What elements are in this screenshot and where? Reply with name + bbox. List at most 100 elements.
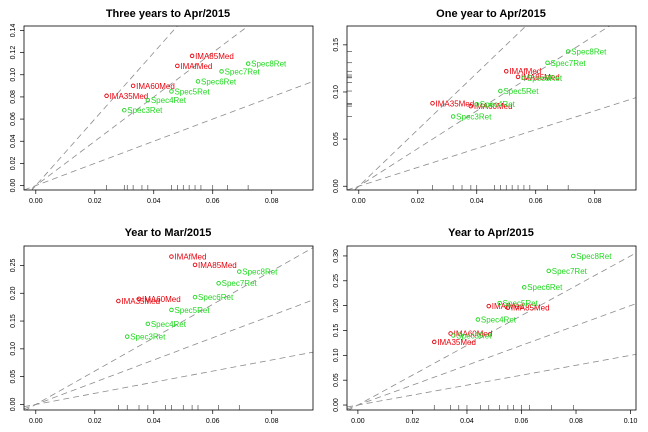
point-label: Spec8Ret (576, 252, 612, 261)
point-label: IMAfMed (492, 302, 524, 311)
point-label: Spec7Ret (222, 279, 258, 288)
y-tick-label: 0.20 (333, 299, 340, 313)
point-label: IMA60Med (474, 102, 513, 111)
x-tick-label: 0.10 (624, 418, 638, 425)
data-point (169, 254, 174, 259)
point-label: Spec4Ret (481, 316, 517, 325)
data-point (237, 269, 242, 274)
reference-line (25, 247, 313, 410)
data-point (450, 114, 456, 119)
reference-line (24, 351, 313, 408)
point-label: Spec8Ret (242, 268, 278, 277)
point-label: Spec5Ret (503, 299, 539, 308)
x-tick-label: 0.02 (88, 198, 102, 205)
chart-title: Three years to Apr/2015 (106, 8, 230, 20)
y-tick-label: 0.25 (10, 259, 17, 273)
y-tick-label: 0.10 (10, 342, 17, 356)
y-tick-label: 0.00 (10, 179, 17, 193)
point-label: Spec4Ret (480, 100, 516, 109)
chart-panel: Year to Mar/2015 0.00 0.02 0.04 0.06 0.08 0.00… (10, 227, 314, 425)
plot-frame (346, 245, 637, 411)
data-point (451, 333, 456, 338)
plot-frame (23, 25, 314, 191)
point-label: IMA35Med (110, 92, 149, 101)
y-tick-label: 0.05 (333, 132, 340, 146)
x-tick-label: 0.08 (569, 418, 583, 425)
point-label: IMA85Med (521, 73, 560, 82)
point-label: Spec8Ret (251, 60, 287, 69)
data-point (189, 53, 195, 59)
reference-line (31, 26, 178, 190)
y-tick-label: 0.02 (10, 156, 17, 170)
point-label: IMA60Med (136, 82, 175, 91)
point-label: IMA85Med (195, 52, 234, 61)
x-tick-label: 0.04 (460, 418, 474, 425)
point-label: Spec5Ret (503, 87, 539, 96)
y-tick-label: 0.30 (333, 249, 340, 263)
data-point (546, 268, 552, 274)
data-point (169, 89, 174, 94)
plot-frame (23, 245, 314, 411)
y-tick-label: 0.00 (333, 179, 340, 193)
y-tick-label: 0.20 (10, 286, 17, 300)
reference-line (347, 97, 636, 190)
point-label: Spec4Ret (151, 96, 187, 105)
chart-title: One year to Apr/2015 (436, 8, 546, 20)
chart-panel: Three years to Apr/2015 0.00 0.02 0.04 0.06 0… (10, 8, 314, 205)
reference-line (347, 303, 636, 410)
y-tick-label: 0.05 (333, 373, 340, 387)
data-point (175, 63, 180, 69)
y-tick-label: 0.04 (10, 134, 17, 148)
data-point (571, 253, 576, 259)
y-tick-label: 0.15 (333, 38, 340, 52)
data-point (192, 262, 198, 268)
point-label: Spec7Ret (552, 267, 588, 276)
x-tick-label: 0.06 (206, 418, 220, 425)
point-label: Spec3Ret (456, 112, 492, 121)
reference-line (352, 26, 611, 190)
data-point (124, 334, 130, 339)
data-point (431, 339, 437, 345)
point-label: Spec3Ret (456, 331, 492, 340)
x-tick-label: 0.02 (88, 418, 102, 425)
y-tick-label: 0.12 (10, 46, 17, 60)
point-label: Spec5Ret (174, 306, 210, 315)
data-point (474, 101, 480, 107)
plot-frame (346, 25, 637, 191)
point-label: Spec3Ret (130, 333, 166, 342)
point-label: Spec6Ret (198, 293, 234, 302)
data-point (219, 69, 224, 74)
x-tick-label: 0.04 (147, 418, 161, 425)
x-tick-label: 0.04 (470, 198, 484, 205)
data-point (130, 83, 136, 89)
point-label: IMAfMed (180, 62, 212, 71)
reference-line (24, 81, 313, 190)
data-point (497, 300, 502, 306)
data-point (136, 296, 142, 302)
x-tick-label: 0.02 (406, 418, 420, 425)
point-label: IMA85Med (198, 261, 237, 270)
chart-panel: One year to Apr/2015 0.00 0.02 0.04 0.06 0.08… (333, 8, 637, 205)
data-point (498, 88, 503, 94)
x-tick-label: 0.08 (265, 198, 279, 205)
data-point (192, 294, 198, 300)
point-label: IMA35Med (121, 297, 160, 306)
data-point (245, 61, 251, 66)
point-label: Spec4Ret (151, 320, 187, 329)
data-point (475, 317, 481, 322)
reference-line (347, 353, 636, 408)
data-point (486, 303, 492, 309)
data-point (521, 284, 527, 290)
data-point (216, 280, 221, 286)
y-tick-label: 0.10 (10, 68, 17, 82)
data-point (145, 97, 151, 103)
reference-line (354, 26, 527, 190)
chart-panel: Year to Apr/2015 0.00 0.02 0.04 0.06 0.08 0.10… (333, 227, 637, 425)
x-tick-label: 0.00 (351, 418, 365, 425)
y-tick-label: 0.25 (333, 274, 340, 288)
data-point (104, 93, 109, 99)
y-tick-label: 0.08 (10, 90, 17, 104)
point-label: IMA60Med (142, 295, 181, 304)
point-label: Spec5Ret (174, 87, 210, 96)
data-point (430, 101, 435, 106)
